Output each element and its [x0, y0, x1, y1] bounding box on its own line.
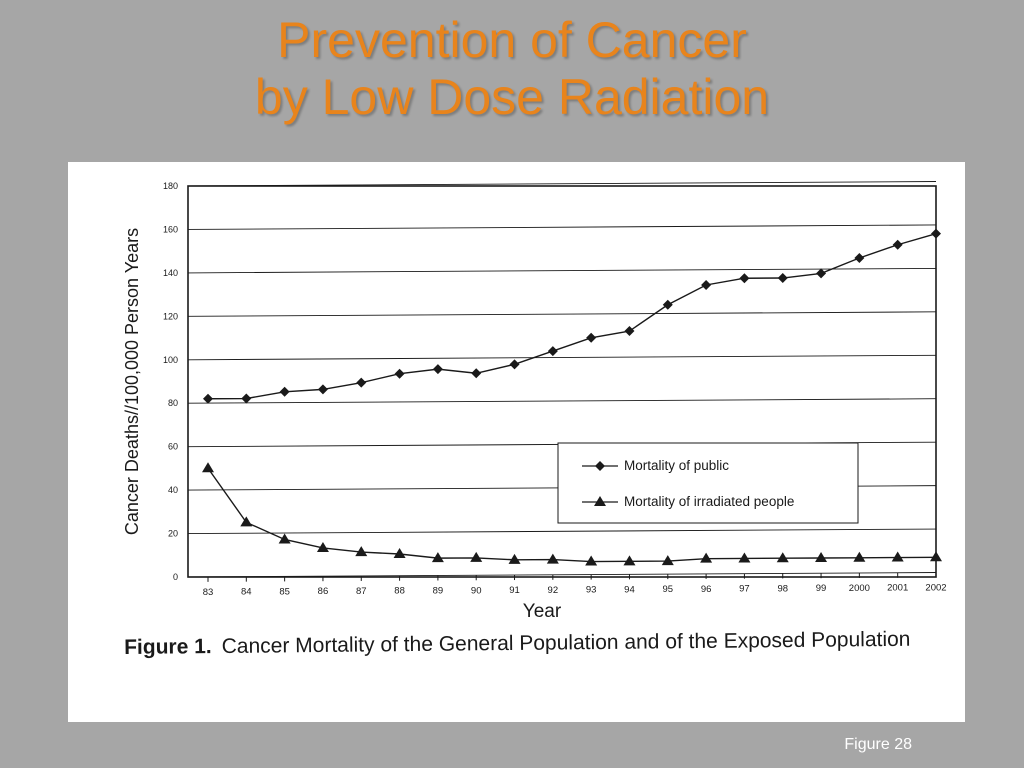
y-tick-label: 0 [173, 572, 178, 582]
y-gridline [187, 354, 937, 361]
x-tick-label: 86 [318, 586, 329, 597]
y-tick-label: 40 [168, 485, 178, 495]
series-2-point [738, 552, 751, 563]
series-1-point [432, 364, 443, 375]
series-1-point [931, 228, 941, 239]
y-tick-label: 80 [168, 398, 178, 408]
caption-label: Figure 1. [124, 635, 212, 659]
x-tick-label: 85 [279, 586, 290, 597]
slide-title-line-2: by Low Dose Radiation [254, 69, 770, 125]
legend-label: Mortality of irradiated people [624, 494, 794, 509]
series-2-point [700, 552, 713, 563]
series-2-point [508, 553, 521, 564]
x-tick-label: 2000 [849, 583, 870, 594]
series-2-point [815, 551, 828, 562]
series-1-point [471, 368, 482, 379]
x-tick-label: 89 [433, 586, 444, 597]
x-tick-label: 96 [701, 584, 712, 595]
series-1-point [701, 279, 712, 290]
y-tick-label: 60 [168, 442, 178, 452]
series-2-point [470, 551, 483, 562]
y-tick-label: 120 [163, 311, 178, 321]
series-2-point [546, 553, 559, 564]
series-1-point [547, 346, 558, 357]
series-2-point [355, 546, 368, 557]
x-tick-label: 84 [241, 587, 252, 598]
slide-footer: Figure 28 [844, 736, 912, 753]
series-1-point [241, 393, 252, 404]
series-1-point [356, 377, 367, 388]
figure-panel: 0 20 40 60 80 100 120 140 160 180 83 84 85 86 87 88 89 90… [68, 162, 965, 722]
x-tick-label: 83 [203, 587, 214, 598]
series-2-point [661, 555, 674, 566]
y-tick-label: 180 [163, 181, 178, 191]
series-1-point [662, 299, 673, 310]
series-2-point [240, 516, 253, 527]
y-gridline [187, 181, 937, 187]
legend-box [557, 442, 859, 524]
y-tick-label: 20 [168, 529, 178, 539]
series-1-point [279, 386, 290, 397]
series-2-point [776, 552, 789, 563]
y-tick-label: 140 [163, 268, 178, 278]
series-1-point [203, 393, 213, 404]
series-1-point [739, 273, 750, 284]
x-tick-label: 91 [509, 585, 520, 596]
x-tick-label: 90 [471, 585, 482, 596]
series-1-point [777, 273, 788, 284]
y-gridline [187, 267, 937, 274]
x-tick-label: 93 [586, 585, 597, 596]
plot-frame [187, 185, 937, 578]
series-2-point [393, 548, 406, 559]
series-line-1 [207, 232, 937, 400]
legend-marker [594, 496, 606, 506]
legend-marker [595, 461, 605, 471]
mortality-chart: 0 20 40 60 80 100 120 140 160 180 83 84 85 86 87 88 89 90… [122, 181, 947, 622]
x-tick-label: 88 [394, 586, 405, 597]
slide-title-line-1: Prevention of Cancer [277, 12, 747, 68]
x-tick-label: 2002 [925, 583, 946, 594]
y-gridline [187, 398, 937, 404]
slide-title: Prevention of Cancer by Low Dose Radiati… [0, 12, 1024, 126]
series-1-point [317, 384, 328, 395]
x-tick-label: 87 [356, 586, 367, 597]
y-gridline [187, 224, 937, 230]
series-2-point [278, 533, 291, 544]
series-2-point [585, 555, 598, 566]
y-tick-label: 160 [163, 224, 178, 234]
x-tick-label: 94 [624, 584, 635, 595]
series-1-point [624, 326, 635, 337]
series-2-point [891, 551, 904, 562]
x-tick-label: 2001 [887, 583, 908, 594]
x-axis-label: Year [523, 601, 562, 622]
x-tick-label: 92 [548, 585, 559, 596]
series-2-point [202, 462, 214, 473]
x-tick-label: 99 [816, 583, 827, 594]
series-line-2 [207, 467, 937, 563]
series-1-point [586, 332, 597, 343]
series-2-point [316, 541, 329, 552]
series-1-point [394, 368, 405, 379]
series-2-point [431, 552, 444, 563]
series-2-point [623, 555, 636, 566]
series-1-point [854, 252, 865, 263]
legend-label: Mortality of public [624, 458, 729, 473]
caption-text: Cancer Mortality of the General Populati… [221, 627, 911, 658]
y-tick-label: 100 [163, 355, 178, 365]
series-1-point [816, 268, 827, 279]
y-gridline [187, 311, 937, 317]
series-2-point [853, 551, 866, 562]
x-tick-label: 97 [739, 584, 750, 595]
y-gridline [187, 572, 937, 578]
x-tick-label: 98 [777, 583, 788, 594]
series-1-point [892, 239, 903, 250]
x-tick-label: 95 [663, 584, 674, 595]
y-axis-label: Cancer Deaths//100,000 Person Years [122, 228, 142, 535]
series-1-point [509, 359, 520, 370]
y-gridline [187, 528, 937, 535]
series-2-point [930, 551, 942, 562]
